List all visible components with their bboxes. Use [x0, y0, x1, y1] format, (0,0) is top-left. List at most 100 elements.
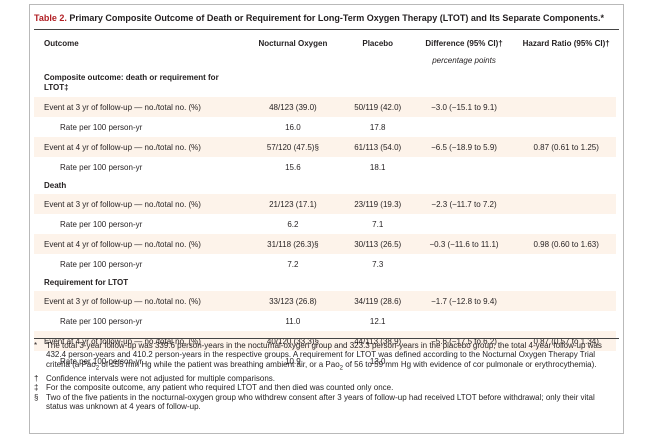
row-label: Event at 3 yr of follow-up — no./total n… — [34, 291, 243, 311]
col-header-placebo: Placebo — [362, 39, 394, 48]
row-label: Event at 3 yr of follow-up — no./total n… — [34, 97, 243, 117]
cell-placebo: 50/119 (42.0) — [343, 97, 412, 117]
row-label: Rate per 100 person-yr — [60, 162, 143, 172]
footnotes: * The total 3-year follow-up was 339.6 pe… — [34, 341, 616, 411]
units-label: percentage points — [432, 56, 496, 65]
cell-placebo: 23/119 (19.3) — [343, 194, 412, 214]
cell-difference: −2.3 (−11.7 to 7.2) — [411, 194, 517, 214]
section-heading: Death — [34, 177, 616, 194]
cell-hazard — [516, 214, 616, 234]
cell-nocturnal: 33/123 (26.8) — [242, 291, 344, 311]
cell-hazard: 0.87 (0.61 to 1.25) — [516, 137, 616, 157]
cell-difference — [412, 117, 517, 137]
header-row: Outcome Nocturnal Oxygen Placebo Differe… — [34, 35, 616, 52]
cell-placebo: 34/119 (28.6) — [343, 291, 412, 311]
cell-nocturnal: 57/120 (47.5)§ — [242, 137, 344, 157]
table-row: Event at 4 yr of follow-up — no./total n… — [34, 137, 616, 157]
cell-hazard: 0.98 (0.60 to 1.63) — [516, 234, 616, 254]
table-row: Rate per 100 person-yr 7.2 7.3 — [34, 254, 616, 274]
results-table: Outcome Nocturnal Oxygen Placebo Differe… — [34, 35, 616, 371]
section-heading: Requirement for LTOT — [34, 274, 616, 291]
row-label: Rate per 100 person-yr — [60, 316, 143, 326]
cell-nocturnal: 15.6 — [285, 162, 301, 172]
row-label: Event at 4 yr of follow-up — no./total n… — [34, 331, 243, 351]
footnote-section: § Two of the five patients in the nocturn… — [34, 392, 595, 412]
cell-nocturnal: 10.9 — [285, 356, 301, 366]
table-row: Event at 4 yr of follow-up — no./total n… — [34, 234, 616, 254]
cell-placebo: 17.8 — [369, 122, 386, 132]
row-label: Event at 4 yr of follow-up — no./total n… — [34, 137, 243, 157]
cell-nocturnal: 6.2 — [287, 219, 299, 229]
footnote-marker: * — [34, 341, 38, 350]
col-header-nocturnal: Nocturnal Oxygen — [258, 39, 328, 48]
cell-difference: −3.0 (−15.1 to 9.1) — [411, 97, 517, 117]
table-row: Event at 3 yr of follow-up — no./total n… — [34, 194, 616, 214]
cell-difference: −0.3 (−11.6 to 11.1) — [411, 234, 517, 254]
table-row: Event at 3 yr of follow-up — no./total n… — [34, 291, 616, 311]
col-header-hazard: Hazard Ratio (95% CI)† — [522, 39, 610, 48]
footnote-marker: § — [34, 392, 39, 402]
cell-difference — [412, 311, 517, 331]
cell-hazard — [516, 117, 616, 137]
table-caption: Table 2. Primary Composite Outcome of De… — [34, 9, 619, 27]
table-frame: Table 2. Primary Composite Outcome of De… — [29, 4, 624, 434]
cell-nocturnal: 16.0 — [285, 122, 301, 132]
row-label: Event at 4 yr of follow-up — no./total n… — [34, 234, 243, 254]
header-rule-top — [34, 29, 619, 30]
footnote-marker: ‡ — [34, 383, 39, 393]
footnote-marker: † — [34, 373, 39, 383]
cell-hazard — [516, 311, 616, 331]
table-label: Table 2. — [34, 13, 67, 23]
cell-placebo: 44/113 (38.9) — [343, 331, 412, 351]
cell-difference: −1.7 (−12.8 to 9.4) — [411, 291, 517, 311]
footnote-star: * The total 3-year follow-up was 339.6 pe… — [34, 341, 602, 372]
cell-difference — [412, 157, 517, 177]
cell-nocturnal: 21/123 (17.1) — [242, 194, 344, 214]
cell-hazard: 0.87 (0.57 to 1.34) — [516, 331, 616, 351]
cell-nocturnal: 31/118 (26.3)§ — [242, 234, 344, 254]
row-label: Event at 3 yr of follow-up — no./total n… — [34, 194, 243, 214]
cell-placebo: 7.1 — [372, 219, 384, 229]
section-title-composite: Composite outcome: death or requirement … — [44, 73, 219, 92]
section-title-death: Death — [44, 181, 67, 190]
footnote-double-dagger: ‡ For the composite outcome, any patient … — [34, 383, 394, 393]
cell-difference: −5.6 (−17.5 to 6.2) — [411, 331, 517, 351]
units-row: percentage points — [34, 52, 616, 69]
cell-hazard — [516, 194, 616, 214]
cell-difference: −6.5 (−18.9 to 5.9) — [411, 137, 517, 157]
cell-hazard — [516, 291, 616, 311]
table-row: Rate per 100 person-yr 6.2 7.1 — [34, 214, 616, 234]
cell-hazard — [516, 97, 616, 117]
cell-difference — [412, 254, 517, 274]
table-row: Event at 4 yr of follow-up — no./total n… — [34, 331, 616, 351]
section-heading: Composite outcome: death or requirement … — [34, 69, 616, 97]
cell-placebo: 13.0 — [369, 356, 386, 366]
cell-hazard — [516, 157, 616, 177]
row-label: Rate per 100 person-yr — [60, 219, 143, 229]
cell-nocturnal: 40/120 (33.3)§ — [242, 331, 344, 351]
cell-nocturnal: 48/123 (39.0) — [242, 97, 344, 117]
row-label: Rate per 100 person-yr — [60, 356, 143, 366]
row-label: Rate per 100 person-yr — [60, 259, 143, 269]
table-row: Rate per 100 person-yr 15.6 18.1 — [34, 157, 616, 177]
col-header-outcome: Outcome — [44, 39, 79, 48]
table-bottom-rule — [34, 338, 619, 339]
cell-placebo: 30/113 (26.5) — [343, 234, 412, 254]
row-label: Rate per 100 person-yr — [60, 122, 143, 132]
table-row: Rate per 100 person-yr 11.0 12.1 — [34, 311, 616, 331]
cell-difference — [412, 214, 517, 234]
cell-hazard — [516, 254, 616, 274]
cell-placebo: 18.1 — [369, 162, 386, 172]
cell-placebo: 61/113 (54.0) — [343, 137, 412, 157]
table-row: Event at 3 yr of follow-up — no./total n… — [34, 97, 616, 117]
col-header-difference: Difference (95% CI)† — [425, 39, 503, 48]
cell-placebo: 12.1 — [369, 316, 386, 326]
cell-nocturnal: 7.2 — [287, 259, 299, 269]
footnote-dagger: † Confidence intervals were not adjusted … — [34, 373, 276, 383]
table-row: Rate per 100 person-yr 16.0 17.8 — [34, 117, 616, 137]
cell-placebo: 7.3 — [372, 259, 384, 269]
table-title: Primary Composite Outcome of Death or Re… — [69, 13, 604, 23]
cell-nocturnal: 11.0 — [285, 316, 301, 326]
section-title-ltot: Requirement for LTOT — [44, 278, 129, 287]
table-row: Rate per 100 person-yr 10.9 13.0 — [34, 351, 616, 371]
